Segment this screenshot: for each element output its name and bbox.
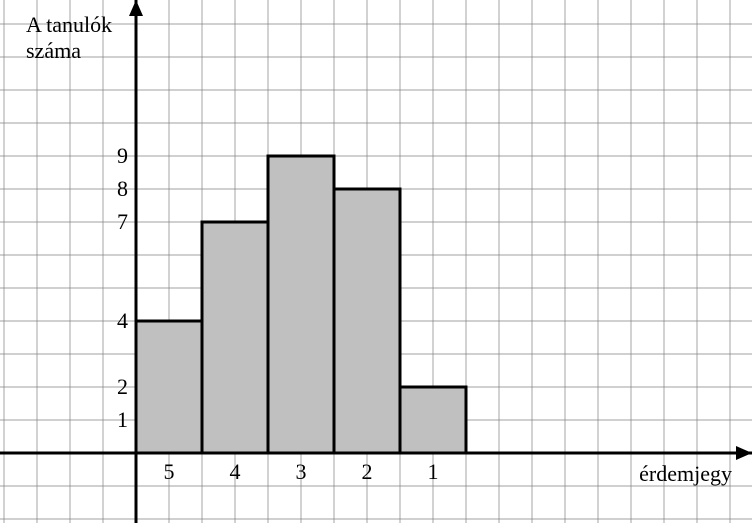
bar-2 <box>334 189 400 453</box>
x-tick-5: 5 <box>164 459 175 484</box>
x-axis-label: érdemjegy <box>639 461 732 486</box>
bar-1 <box>400 387 466 453</box>
y-tick-9: 9 <box>117 143 128 168</box>
x-tick-2: 2 <box>362 459 373 484</box>
y-tick-4: 4 <box>117 308 128 333</box>
x-tick-labels: 5 4 3 2 1 <box>164 459 439 484</box>
y-tick-8: 8 <box>117 176 128 201</box>
histogram-chart: 1 2 4 7 8 9 5 4 3 2 1 A tanulókszáma érdemjegy <box>0 0 752 523</box>
bar-5 <box>136 321 202 453</box>
bars <box>136 156 466 453</box>
bar-4 <box>202 222 268 453</box>
x-tick-4: 4 <box>230 459 241 484</box>
y-tick-labels: 1 2 4 7 8 9 <box>117 143 128 432</box>
y-axis-label-1: A tanulók <box>26 12 112 37</box>
y-tick-2: 2 <box>117 374 128 399</box>
chart-svg: 1 2 4 7 8 9 5 4 3 2 1 A tanulókszáma érdemjegy <box>0 0 752 523</box>
y-axis-label-2: száma <box>26 38 81 63</box>
y-tick-7: 7 <box>117 209 128 234</box>
x-tick-1: 1 <box>428 459 439 484</box>
y-tick-1: 1 <box>117 407 128 432</box>
bar-3 <box>268 156 334 453</box>
x-tick-3: 3 <box>296 459 307 484</box>
